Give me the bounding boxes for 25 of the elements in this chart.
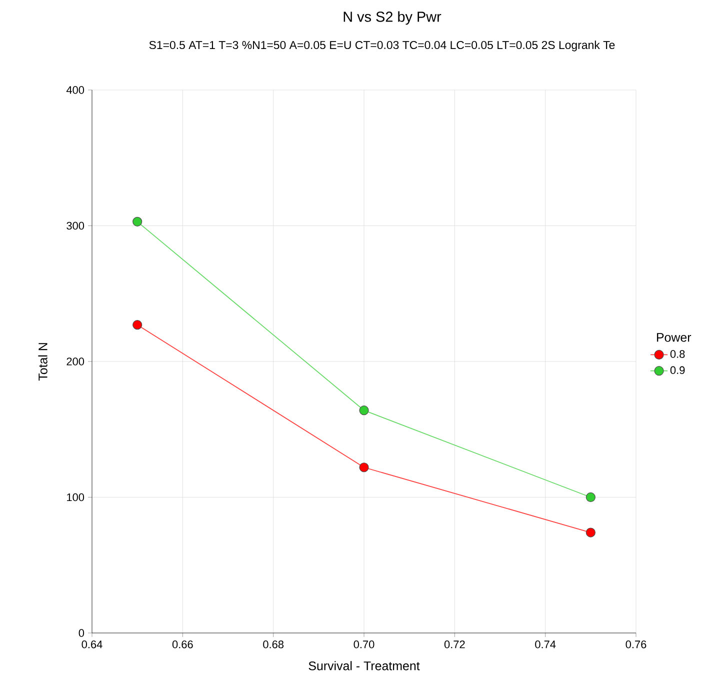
y-axis-title: Total N (38, 343, 48, 381)
y-tick-label: 400 (66, 86, 84, 94)
x-axis-title: Survival - Treatment (308, 661, 420, 670)
y-tick-label: 0 (78, 629, 84, 637)
point (586, 492, 596, 502)
x-tick-label: 0.74 (535, 640, 556, 648)
point (132, 320, 142, 330)
legend-label: 0.9 (670, 366, 685, 374)
point (132, 216, 142, 226)
x-tick-label: 0.68 (263, 640, 284, 648)
chart-title: N vs S2 by Pwr (344, 11, 442, 25)
point (586, 528, 596, 538)
x-tick-label: 0.66 (172, 640, 193, 648)
point (359, 406, 369, 416)
legend-label: 0.8 (670, 350, 685, 358)
y-tick-label: 300 (66, 222, 84, 230)
x-tick-label: 0.76 (626, 640, 646, 648)
chart-subtitle: S1=0.5 AT=1 T=3 %N1=50 A=0.05 E=U CT=0.03 TC=0.04 LC=0.05 LT=0.05 2S Logrank Te (149, 40, 615, 52)
y-tick-label: 200 (66, 358, 84, 366)
x-tick-label: 0.64 (82, 640, 102, 648)
x-tick-label: 0.72 (444, 640, 465, 648)
legend-title: Power (656, 333, 692, 342)
y-tick-label: 100 (67, 493, 84, 502)
point (359, 462, 369, 472)
x-tick-label: 0.70 (354, 640, 374, 648)
